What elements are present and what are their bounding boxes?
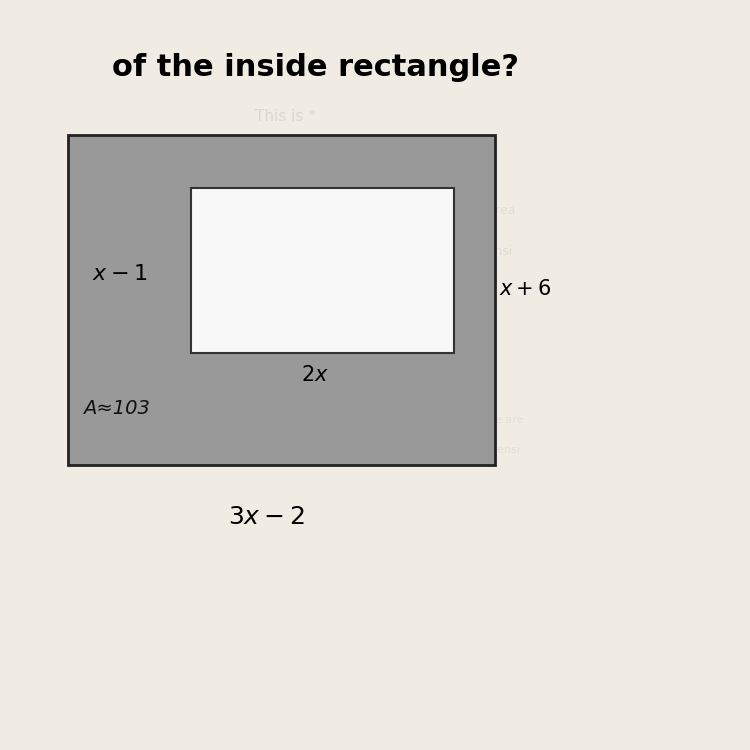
Bar	[191, 188, 454, 352]
Text: of the inside rectangle?: of the inside rectangle?	[112, 53, 518, 82]
Text: This is *: This is *	[254, 109, 316, 124]
Text: $2x$: $2x$	[301, 365, 329, 385]
Bar	[68, 135, 495, 465]
Text: A≈103: A≈103	[82, 399, 150, 418]
Text: s 4 meters: s 4 meters	[383, 158, 457, 172]
Text: $x+6$: $x+6$	[499, 279, 551, 298]
Text: $3x-2$: $3x-2$	[228, 506, 304, 530]
Text: The are: The are	[482, 415, 524, 425]
Text: $x-1$: $x-1$	[92, 264, 148, 284]
Text: dimensi: dimensi	[477, 445, 520, 455]
Text: The area: The area	[460, 203, 515, 217]
Text: dimensi: dimensi	[463, 244, 512, 258]
